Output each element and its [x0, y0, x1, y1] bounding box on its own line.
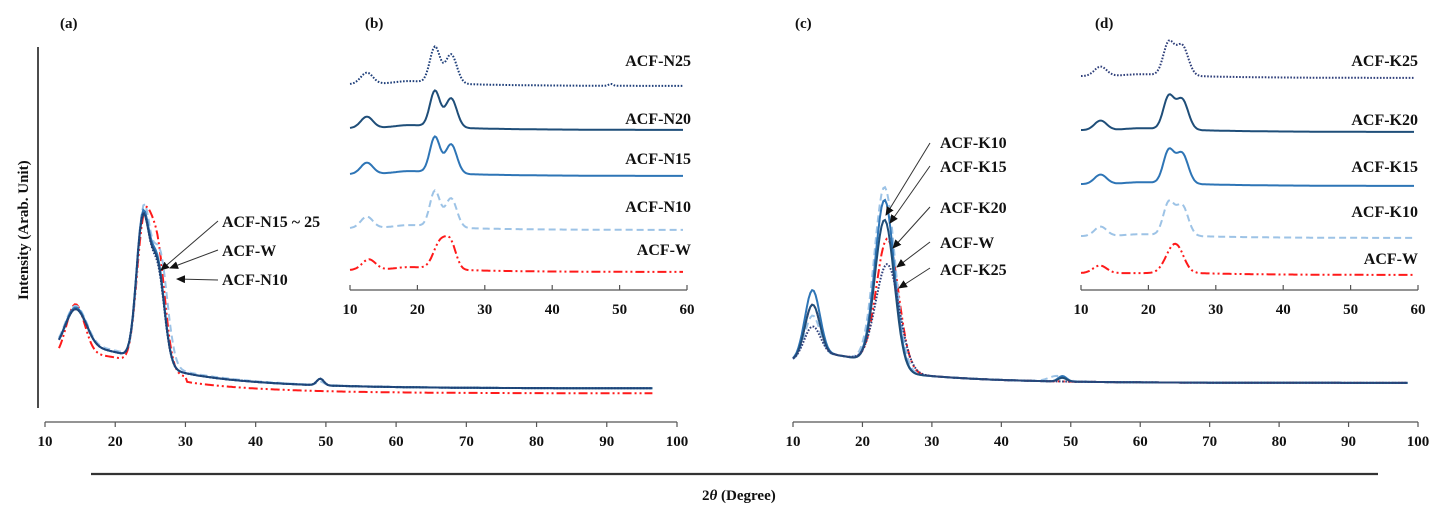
panel-d-series-acf-k10	[1081, 199, 1414, 239]
panel-b-label-acf-w: ACF-W	[637, 242, 691, 259]
panel-a-tick-label: 100	[666, 434, 689, 450]
panel-d-tick-label: 40	[1276, 302, 1291, 318]
panel-d-label-acf-w: ACF-W	[1364, 251, 1418, 268]
annotation-arrow-a	[169, 249, 219, 269]
panel-a-tick-label: 80	[529, 434, 544, 450]
series-a-acf-w	[58, 205, 653, 395]
panel-c-tick-label: 50	[1063, 434, 1078, 450]
panel-d-label-acf-k15: ACF-K15	[1351, 159, 1418, 176]
panel-c-tick-label: 70	[1202, 434, 1217, 450]
annotation-k15: ACF-K15	[940, 159, 1007, 176]
annotation-k10: ACF-K10	[940, 135, 1007, 152]
panel-c-tick-label: 20	[855, 434, 870, 450]
series-a-acf-n15	[58, 208, 653, 390]
panel-b-tick-label: 10	[343, 302, 358, 318]
panel-a-tick-label: 10	[38, 434, 53, 450]
panel-c-tick-label: 10	[786, 434, 801, 450]
annotation-arrow-c	[885, 142, 931, 216]
annotations-a: ACF-N15 ~ 25 ACF-W ACF-N10	[222, 214, 320, 289]
panel-a-tick-label: 20	[108, 434, 123, 450]
panel-b-tick-label: 30	[477, 302, 492, 318]
panel-label-c: (c)	[795, 16, 812, 32]
panel-b-series-acf-w	[349, 234, 683, 273]
panel-d-label-acf-k20: ACF-K20	[1351, 112, 1418, 129]
panel-d-tick-label: 20	[1141, 302, 1156, 318]
annotation-acf-w: ACF-W	[940, 235, 994, 252]
panel-b-label-acf-n10: ACF-N10	[625, 199, 691, 216]
panel-a: 10 20 30 40 50 60 70 80 90 100	[38, 202, 689, 450]
panel-b-series-acf-n10	[349, 189, 683, 231]
panel-d-inset: 10 20 30 40 50 60 ACF-K25 ACF-K20 ACF-K15 ACF-K10…	[1074, 39, 1426, 318]
panel-label-b: (b)	[365, 16, 383, 32]
panel-b-label-acf-n25: ACF-N25	[625, 53, 691, 70]
panel-c-tick-label: 100	[1407, 434, 1430, 450]
panel-d-tick-label: 10	[1074, 302, 1089, 318]
panel-label-d: (d)	[1095, 16, 1113, 32]
annotation-n15-25: ACF-N15 ~ 25	[222, 214, 320, 231]
annotation-arrow-c	[896, 241, 931, 268]
annotation-arrow-c	[898, 267, 931, 289]
annotation-acf-k25: ACF-K25	[940, 262, 1007, 279]
series-a-acf-n20	[58, 211, 653, 390]
panel-c-tick-label: 40	[994, 434, 1009, 450]
annotations-c: ACF-K10 ACF-K15 ACF-K20	[940, 135, 1007, 217]
panel-b-label-acf-n20: ACF-N20	[625, 111, 691, 128]
panel-d-series-acf-w	[1080, 242, 1414, 276]
series-a-acf-n25	[58, 210, 653, 390]
panel-b-series-acf-n20	[349, 89, 683, 131]
panel-d-tick-label: 50	[1343, 302, 1358, 318]
panel-a-tick-label: 90	[599, 434, 614, 450]
panel-a-tick-label: 50	[318, 434, 333, 450]
panel-c-tick-label: 30	[924, 434, 939, 450]
panel-d-series-acf-k25	[1081, 39, 1414, 79]
panel-a-tick-label: 70	[459, 434, 474, 450]
panel-b-inset: 10 20 30 40 50 60 ACF-N25 ACF-N20 ACF-N15 ACF-N10…	[343, 45, 695, 318]
panel-c-tick-label: 80	[1272, 434, 1287, 450]
panel-label-a: (a)	[60, 16, 78, 32]
panel-d-series-acf-k20	[1081, 93, 1414, 133]
panel-b-tick-label: 20	[410, 302, 425, 318]
panel-a-tick-label: 40	[248, 434, 263, 450]
annotation-n10: ACF-N10	[222, 272, 288, 289]
series-c-acf-k20	[792, 218, 1408, 384]
series-c-acf-k10	[792, 185, 1408, 384]
panel-d-tick-label: 30	[1208, 302, 1223, 318]
panel-a-tick-label: 60	[389, 434, 404, 450]
annotation-k20: ACF-K20	[940, 200, 1007, 217]
series-c-acf-k25	[792, 263, 1408, 384]
annotation-arrow-c	[892, 206, 931, 249]
panel-d-label-acf-k25: ACF-K25	[1351, 53, 1418, 70]
panel-d-label-acf-k10: ACF-K10	[1351, 204, 1418, 221]
panel-b-label-acf-n15: ACF-N15	[625, 151, 691, 168]
annotation-arrow-a	[176, 275, 219, 284]
series-c-acf-w	[792, 237, 1408, 384]
panel-b-tick-label: 50	[612, 302, 627, 318]
panel-d-tick-label: 60	[1411, 302, 1426, 318]
annotation-arrow-c	[889, 165, 931, 224]
y-axis-label: Intensity (Arab. Unit)	[16, 160, 32, 300]
panel-d-series-acf-k15	[1081, 147, 1414, 187]
annotation-arrow-a	[160, 220, 219, 271]
panel-c: 10 20 30 40 50 60 70 80 90 100 ACF-W ACF-K25	[786, 142, 1430, 450]
panel-c-tick-label: 60	[1133, 434, 1148, 450]
panel-a-tick-label: 30	[178, 434, 193, 450]
panel-b-series-acf-n25	[349, 45, 683, 87]
panel-b-series-acf-n15	[349, 135, 683, 177]
panel-b-tick-label: 60	[680, 302, 695, 318]
x-axis-label: 2θ (Degree)	[702, 488, 776, 504]
panel-b-tick-label: 40	[545, 302, 560, 318]
annotation-acf-w-a: ACF-W	[222, 243, 276, 260]
panel-c-tick-label: 90	[1341, 434, 1356, 450]
